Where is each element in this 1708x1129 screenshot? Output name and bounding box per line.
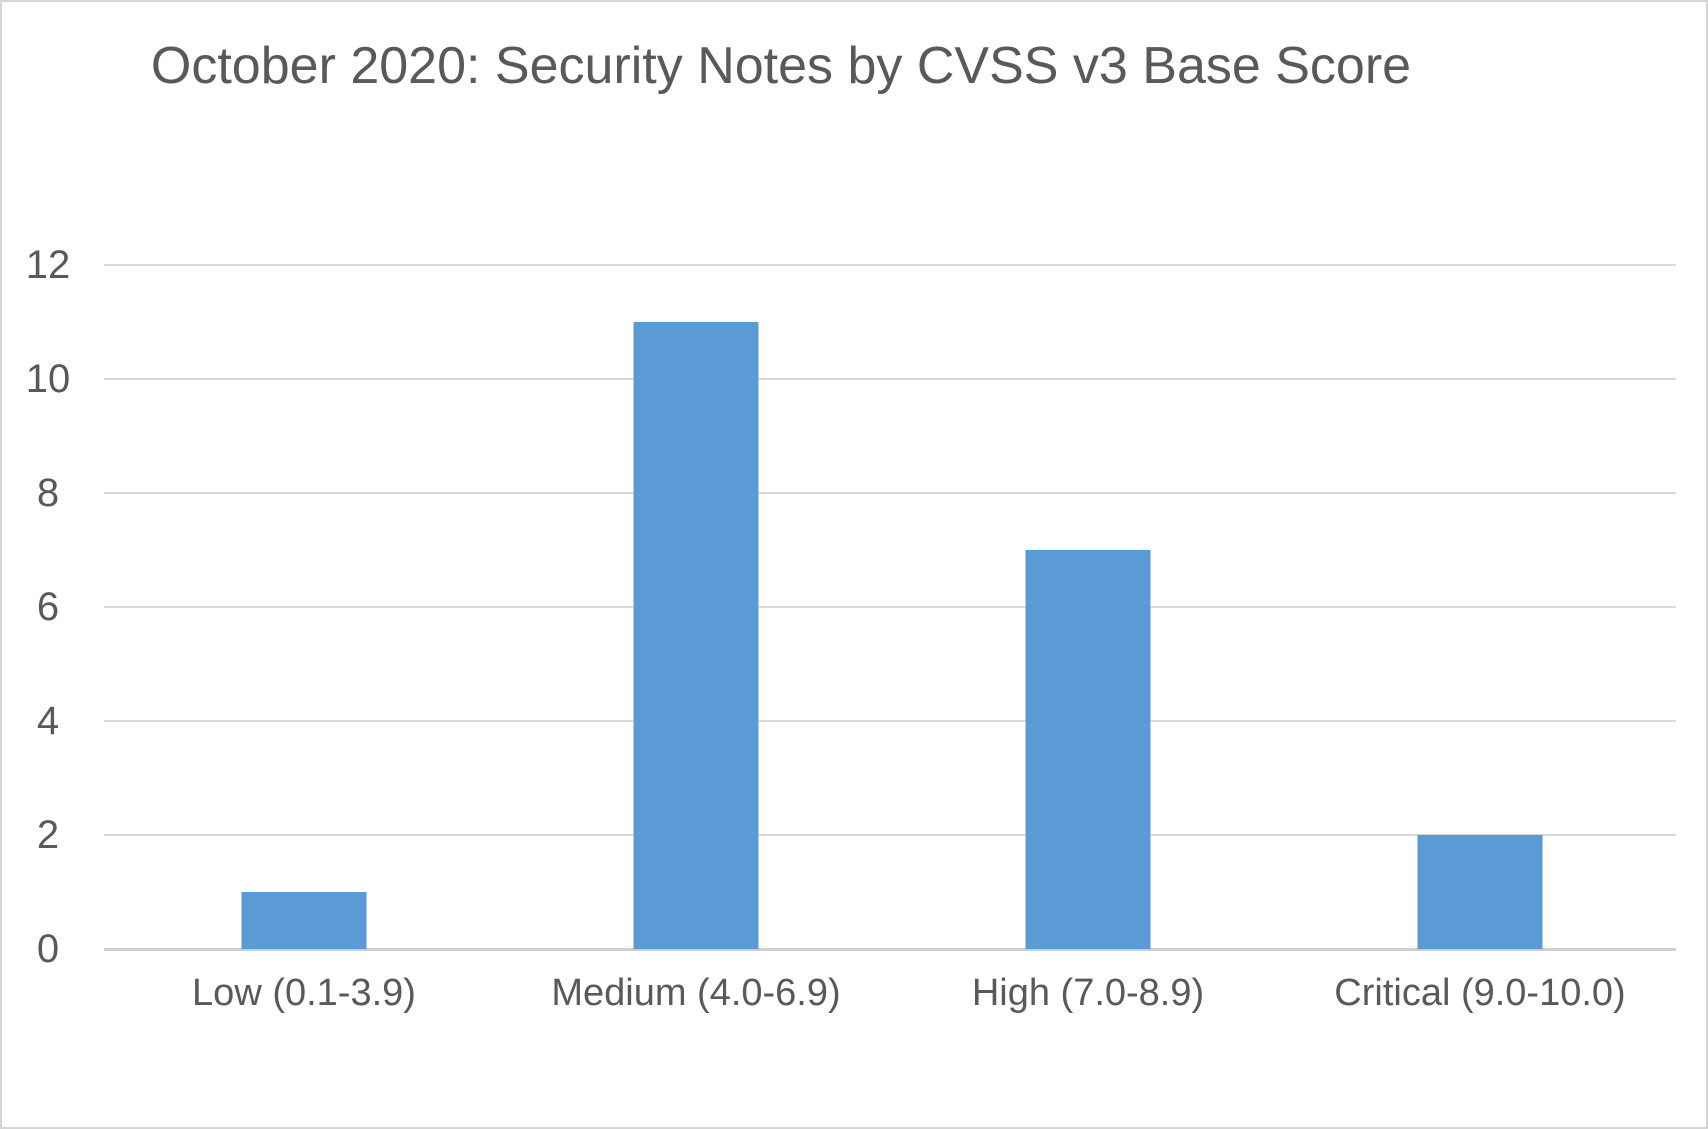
y-tick-label: 12 (25, 243, 71, 287)
gridline (104, 492, 1676, 494)
x-axis: Low (0.1-3.9) Medium (4.0-6.9) High (7.0-8… (108, 972, 1676, 1015)
x-category-label: Critical (9.0-10.0) (1334, 972, 1626, 1014)
bar-Low (0.1-3.9) (241, 892, 367, 949)
gridline (104, 264, 1676, 266)
x-category-label: Medium (4.0-6.9) (551, 972, 841, 1014)
gridline (104, 606, 1676, 608)
x-category-label: Low (0.1-3.9) (192, 972, 416, 1014)
y-tick-label: 6 (36, 585, 60, 629)
y-tick-label: 0 (36, 927, 60, 971)
bar-Medium (4.0-6.9) (633, 322, 759, 949)
gridline (104, 834, 1676, 836)
bar-slot (500, 265, 892, 949)
gridline (104, 378, 1676, 380)
bar-High (7.0-8.9) (1025, 550, 1151, 949)
plot-area (104, 264, 1676, 951)
y-axis: 0 2 4 6 8 10 12 (2, 243, 94, 971)
bar-slot (1284, 265, 1676, 949)
chart-title: October 2020: Security Notes by CVSS v3 … (150, 37, 1412, 95)
bar-slot (108, 265, 500, 949)
x-category-label: High (7.0-8.9) (971, 972, 1205, 1014)
bar-slot (892, 265, 1284, 949)
y-tick-label: 10 (25, 357, 71, 401)
bar-Critical (9.0-10.0) (1417, 835, 1543, 949)
bar-slots (108, 265, 1676, 949)
x-axis-line (104, 948, 1676, 951)
y-tick-label: 4 (36, 699, 60, 743)
y-tick-label: 2 (36, 813, 60, 857)
y-tick-label: 8 (36, 471, 60, 515)
gridline (104, 720, 1676, 722)
